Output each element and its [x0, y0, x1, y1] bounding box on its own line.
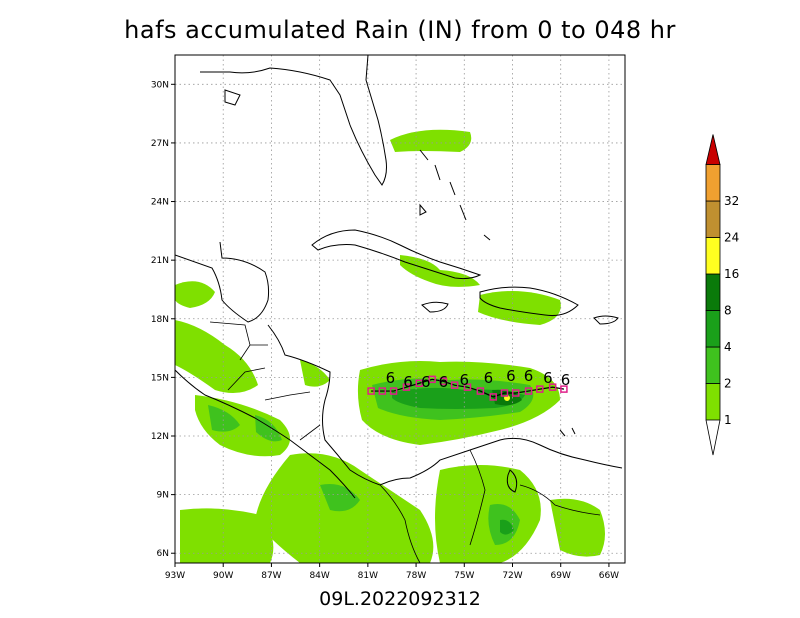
colorbar-segment	[705, 346, 721, 384]
forecast-point	[511, 389, 520, 397]
colorbar-segment	[705, 273, 721, 311]
forecast-point	[463, 383, 472, 391]
colorbar-segment	[705, 200, 721, 238]
chart-title: hafs accumulated Rain (IN) from 0 to 048…	[124, 16, 676, 44]
storm-symbol: 6	[484, 369, 494, 387]
forecast-point	[428, 375, 436, 384]
forecast-point	[536, 385, 544, 393]
colorbar-label: 8	[724, 304, 732, 318]
forecast-point	[389, 387, 398, 395]
forecast-point	[560, 385, 568, 393]
lat-tick-label: 6N	[157, 549, 169, 559]
forecast-point	[489, 393, 497, 401]
forecast-point	[402, 383, 411, 391]
storm-symbol: 6	[506, 367, 516, 385]
colorbar-segment	[705, 164, 721, 202]
lat-tick-label: 18N	[151, 315, 169, 325]
storm-symbol: 6	[439, 373, 449, 391]
forecast-point	[548, 383, 557, 391]
lon-tick-label: 75W	[454, 571, 474, 581]
storm-symbol: 6	[561, 371, 571, 389]
lon-tick-label: 69W	[551, 571, 571, 581]
lon-tick-label: 90W	[213, 571, 233, 581]
lat-tick-label: 30N	[151, 80, 169, 90]
latitude-labels: 6N 9N 12N 15N 18N 21N 24N 27N 30N	[151, 80, 175, 559]
colorbar-bottom-arrow	[705, 419, 721, 456]
lat-tick-label: 27N	[151, 139, 169, 149]
colorbar-label: 2	[724, 377, 732, 391]
colorbar-label: 16	[724, 267, 739, 281]
forecast-point	[450, 381, 459, 389]
colorbar-label: 1	[724, 413, 732, 427]
lon-tick-label: 66W	[599, 571, 619, 581]
lon-tick-label: 84W	[309, 571, 329, 581]
storm-symbol: 6	[460, 371, 470, 389]
country-borders	[209, 321, 601, 563]
forecast-point	[500, 389, 509, 397]
lon-tick-label: 78W	[406, 571, 426, 581]
rain-shading	[175, 129, 605, 563]
colorbar-segment	[705, 237, 721, 275]
forecast-point	[524, 387, 533, 395]
colorbar-label: 32	[724, 194, 739, 208]
lon-tick-label: 93W	[165, 571, 185, 581]
colorbar-segment	[705, 310, 721, 348]
forecast-point	[415, 379, 424, 387]
lon-tick-label: 87W	[261, 571, 281, 581]
lat-tick-label: 24N	[151, 198, 169, 208]
storm-symbol: 6	[543, 369, 553, 387]
forecast-point	[367, 387, 375, 395]
colorbar-segment	[705, 383, 721, 421]
forecast-point	[378, 387, 387, 395]
storm-id-label: 09L.2022092312	[319, 588, 481, 610]
storm-symbol: 6	[421, 373, 431, 391]
forecast-point	[476, 387, 485, 395]
lat-tick-label: 21N	[151, 256, 169, 266]
colorbar-label: 24	[724, 231, 739, 245]
lat-tick-label: 12N	[151, 432, 169, 442]
storm-symbol: 6	[386, 369, 396, 387]
colorbar-label: 4	[724, 340, 732, 354]
colorbar-top-arrow	[705, 134, 721, 165]
longitude-labels: 93W 90W 87W 84W 81W 78W 75W 72W 69W 66W	[165, 563, 619, 581]
storm-symbol: 6	[524, 367, 534, 385]
lat-tick-label: 15N	[151, 373, 169, 383]
storm-symbol: 6	[403, 373, 413, 391]
lat-tick-label: 9N	[157, 491, 169, 501]
forecast-point	[439, 377, 448, 386]
lon-tick-label: 81W	[358, 571, 378, 581]
coastlines	[175, 55, 623, 499]
map-frame	[174, 54, 626, 564]
lon-tick-label: 72W	[502, 571, 522, 581]
